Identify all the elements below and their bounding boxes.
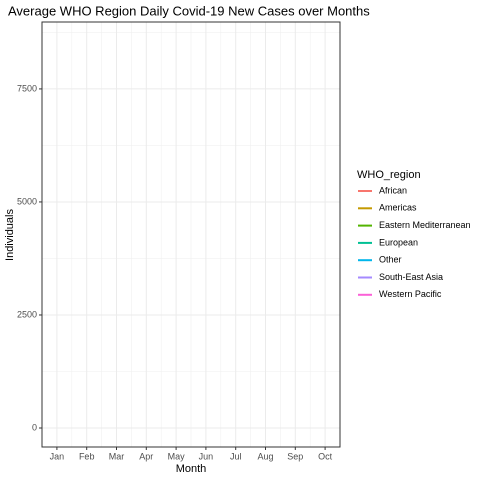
y-tick-label: 7500 bbox=[17, 83, 37, 93]
x-tick-label: Sep bbox=[287, 451, 303, 461]
y-tick-label: 5000 bbox=[17, 196, 37, 206]
legend-label: Eastern Mediterranean bbox=[379, 220, 471, 230]
legend-label: European bbox=[379, 237, 418, 247]
x-tick-label: May bbox=[168, 451, 186, 461]
x-tick-label: Oct bbox=[318, 451, 333, 461]
legend-label: Western Pacific bbox=[379, 289, 442, 299]
x-tick-label: Mar bbox=[109, 451, 125, 461]
y-tick-label: 0 bbox=[32, 422, 37, 432]
legend-label: South-East Asia bbox=[379, 272, 443, 282]
x-tick-label: Jan bbox=[50, 451, 65, 461]
x-tick-label: Jul bbox=[230, 451, 242, 461]
x-axis-label: Month bbox=[176, 463, 207, 475]
y-axis-label: Individuals bbox=[4, 209, 16, 261]
x-tick-label: Feb bbox=[79, 451, 95, 461]
x-tick-label: Jun bbox=[199, 451, 214, 461]
legend-label: Americas bbox=[379, 203, 417, 213]
y-tick-label: 2500 bbox=[17, 309, 37, 319]
plot-border bbox=[41, 21, 341, 448]
x-tick-label: Aug bbox=[257, 451, 273, 461]
legend-title: WHO_region bbox=[357, 169, 421, 181]
chart-title: Average WHO Region Daily Covid-19 New Ca… bbox=[8, 3, 370, 18]
legend-label: Other bbox=[379, 255, 402, 265]
x-tick-label: Apr bbox=[139, 451, 153, 461]
legend-label: African bbox=[379, 185, 407, 195]
